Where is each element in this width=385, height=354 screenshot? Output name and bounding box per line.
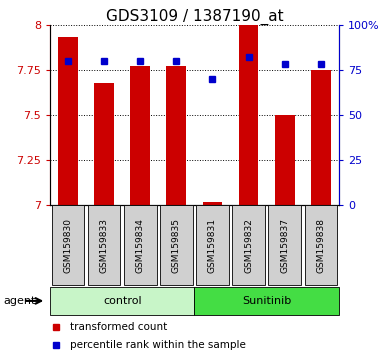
Text: GSM159833: GSM159833 [100,218,109,273]
Text: GSM159832: GSM159832 [244,218,253,273]
Bar [311,70,331,205]
Bar [160,205,192,285]
Bar [131,66,150,205]
Text: GSM159831: GSM159831 [208,218,217,273]
Text: control: control [103,296,142,306]
Bar [88,205,121,285]
Bar [94,82,114,205]
Bar [305,205,337,285]
Text: GSM159834: GSM159834 [136,218,145,273]
Bar [58,38,78,205]
Bar [203,202,223,205]
Text: GSM159830: GSM159830 [64,218,73,273]
Bar [268,205,301,285]
Bar [239,25,258,205]
Bar [166,66,186,205]
Bar [52,205,84,285]
Text: GSM159835: GSM159835 [172,218,181,273]
Text: GSM159837: GSM159837 [280,218,289,273]
Text: percentile rank within the sample: percentile rank within the sample [70,340,246,350]
Text: agent: agent [4,296,36,306]
Text: GSM159838: GSM159838 [316,218,325,273]
Bar [275,115,295,205]
Text: Sunitinib: Sunitinib [242,296,291,306]
Bar [50,287,194,315]
Text: transformed count: transformed count [70,322,167,332]
Title: GDS3109 / 1387190_at: GDS3109 / 1387190_at [105,8,283,25]
Bar [196,205,229,285]
Bar [194,287,339,315]
Bar [124,205,157,285]
Bar [232,205,265,285]
